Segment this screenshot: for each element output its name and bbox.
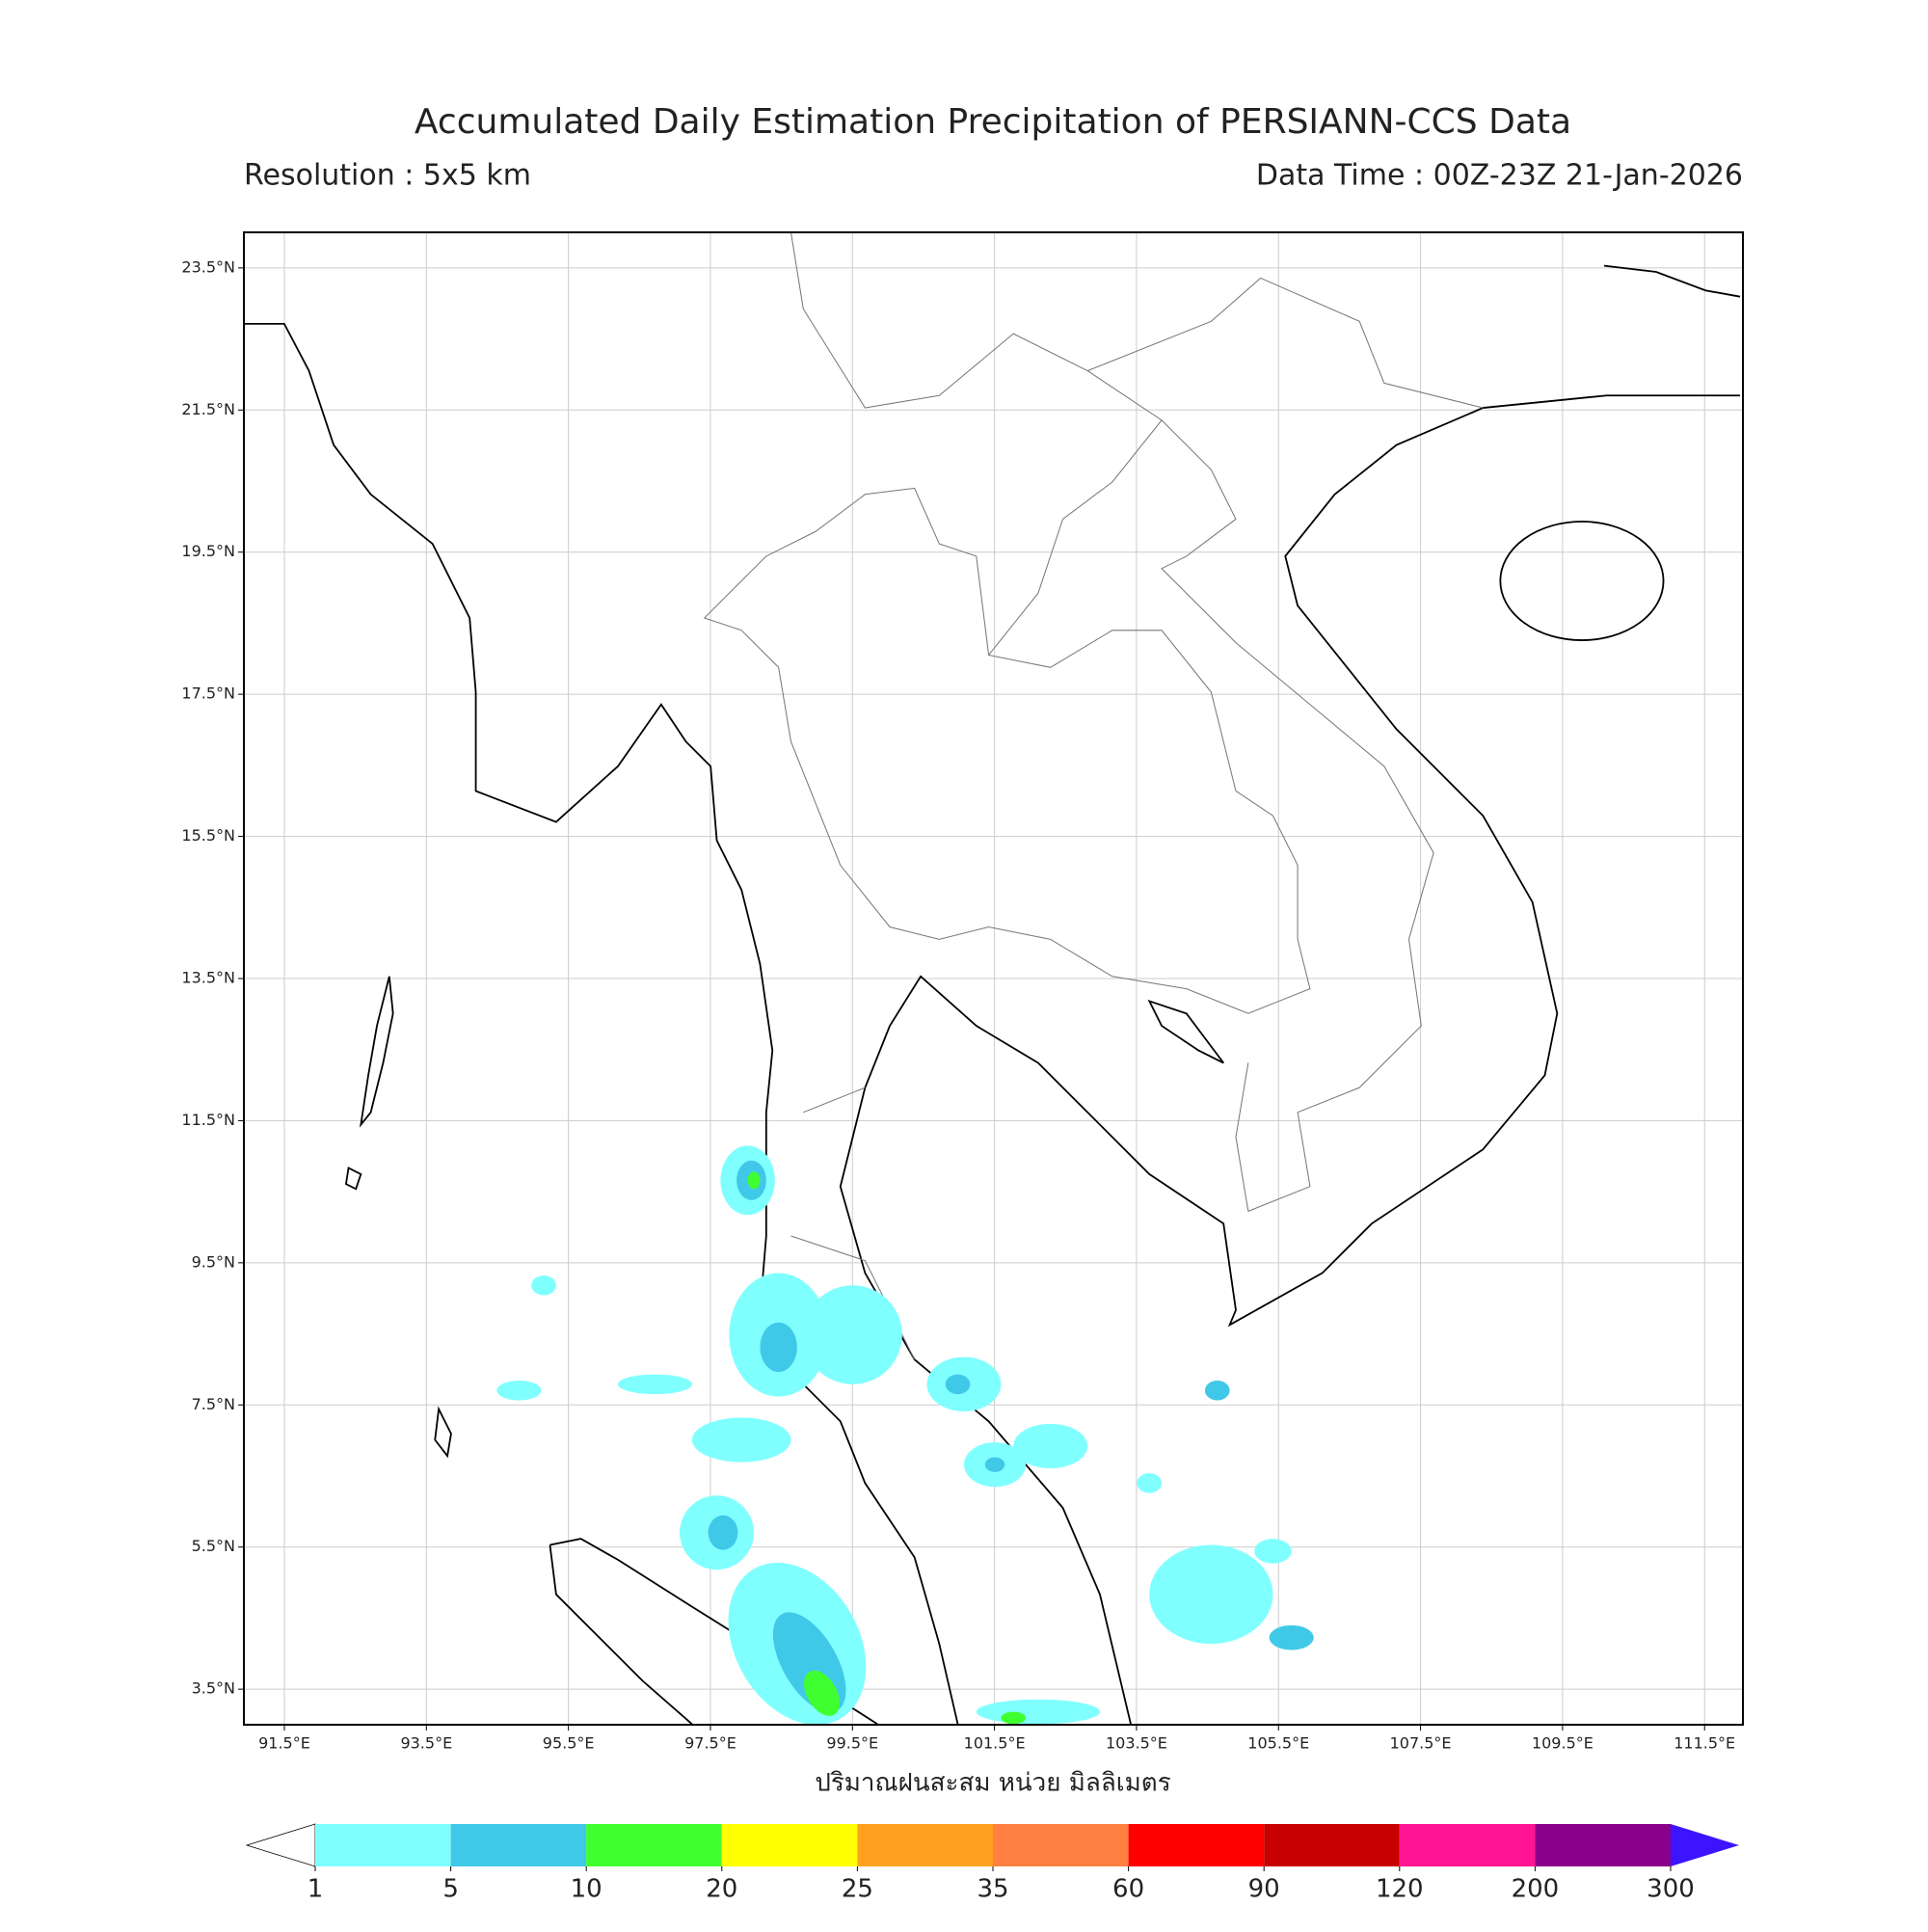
coastline [243,322,1741,1725]
colorbar-box [1264,1824,1400,1866]
colorbar-over [1671,1824,1739,1866]
colorbar-level-label: 10 [571,1875,602,1904]
lat-tick-label: 21.5°N [181,400,235,418]
china-coast [1603,264,1741,298]
lon-tick-label: 95.5°E [543,1734,595,1753]
lon-tick-label: 101.5°E [964,1734,1026,1753]
grid: 91.5°E 93.5°E 95.5°E 97.5°E 99.5°E 101.5°E 103… [181,232,1743,1753]
colorbar-under [245,1823,316,1867]
lat-tick-label: 17.5°N [181,684,235,703]
colorbar-box [993,1824,1129,1866]
colorbar-level-label: 60 [1112,1875,1144,1904]
borders [703,231,1484,1360]
lat-tick-label: 11.5°N [181,1111,235,1129]
colorbar-level-label: 90 [1248,1875,1280,1904]
lon-tick-label: 111.5°E [1674,1734,1735,1753]
lat-tick-label: 15.5°N [181,826,235,845]
colorbar-box [857,1824,993,1866]
tonle-sap [1147,999,1224,1064]
lon-tick-label: 91.5°E [258,1734,310,1753]
colorbar-box [721,1824,858,1866]
colorbar-level-label: 25 [842,1875,873,1904]
colorbar-level-label: 200 [1512,1875,1560,1904]
colorbar-level-label: 20 [706,1875,737,1904]
lon-tick-label: 107.5°E [1390,1734,1452,1753]
lon-tick-label: 105.5°E [1247,1734,1309,1753]
lat-tick-label: 23.5°N [181,257,235,276]
colorbar-level-label: 1 [308,1875,324,1904]
title: Accumulated Daily Estimation Precipitati… [415,102,1571,142]
colorbar-label: ปริมาณฝนสะสม หน่วย มิลลิเมตร [815,1769,1170,1798]
lat-tick-label: 7.5°N [192,1395,235,1413]
lat-tick-label: 5.5°N [192,1537,235,1555]
colorbar-box [586,1824,722,1866]
data-time: Data Time : 00Z-23Z 21-Jan-2026 [1256,159,1743,193]
colorbar-level-label: 35 [977,1875,1008,1904]
lon-tick-label: 93.5°E [400,1734,452,1753]
colorbar-box [1399,1824,1536,1866]
colorbar-level-label: 5 [442,1875,459,1904]
lat-tick-label: 19.5°N [181,542,235,560]
colorbar-box [1535,1824,1671,1866]
andaman-islands [344,976,452,1459]
lon-tick-label: 99.5°E [826,1734,878,1753]
lat-tick-label: 3.5°N [192,1679,235,1698]
colorbar-level-label: 300 [1647,1875,1695,1904]
map-frame [243,231,1744,1726]
lon-tick-label: 109.5°E [1532,1734,1593,1753]
colorbar-level-label: 120 [1376,1875,1424,1904]
colorbar: 1 5 10 20 25 35 60 90 120 200 300 [245,1823,1739,1904]
lon-tick-label: 103.5°E [1106,1734,1167,1753]
colorbar-box [315,1824,451,1866]
colorbar-box [1128,1824,1265,1866]
precipitation [496,1145,1314,1726]
lat-tick-label: 9.5°N [192,1252,235,1271]
resolution: Resolution : 5x5 km [244,159,531,193]
hainan [1499,521,1665,641]
lat-tick-label: 13.5°N [181,969,235,987]
colorbar-box [450,1824,587,1866]
map-shapes [243,231,1741,1726]
lon-tick-label: 97.5°E [684,1734,736,1753]
